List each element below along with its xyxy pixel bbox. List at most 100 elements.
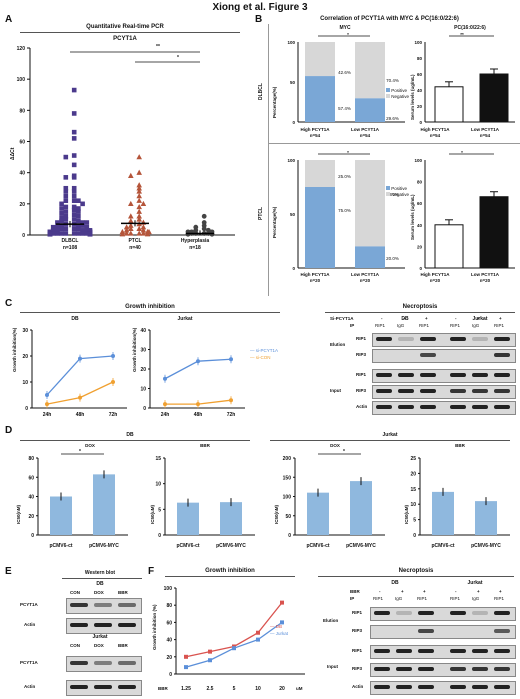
data-point xyxy=(119,231,126,237)
x-tick-label: pCMV6-MYC xyxy=(89,543,119,549)
blot-band xyxy=(94,661,112,665)
data-point xyxy=(55,220,60,225)
x-tick-label: pCMV6-MYC xyxy=(216,543,246,549)
panel-b-divider-left xyxy=(268,24,270,296)
f-ip-igg-b: IgG xyxy=(472,596,480,601)
blot-band xyxy=(94,603,112,607)
data-point xyxy=(76,198,81,204)
c-ip-igg-b: IgG xyxy=(472,323,480,328)
bar-positive xyxy=(305,76,335,122)
blot-band xyxy=(376,373,392,377)
f-ip-rip1-d: RIP1 xyxy=(494,596,505,601)
data-point xyxy=(71,87,77,93)
x-tick-label: pCMV6-ct xyxy=(176,543,199,549)
data-point xyxy=(71,175,77,180)
data-point xyxy=(208,658,212,663)
blot-band xyxy=(450,685,466,689)
data-point xyxy=(128,200,134,207)
y-tick-label: 10 xyxy=(140,387,146,393)
y-tick-label: 60 xyxy=(417,201,423,206)
f-necro-title: Necroptosis xyxy=(398,568,434,574)
data-point xyxy=(123,227,130,233)
f-necro-db: DB xyxy=(391,580,399,586)
blot-band xyxy=(374,649,390,653)
dl-high-pos-label: 57.4% xyxy=(338,106,351,111)
e-title-rule xyxy=(62,578,142,579)
data-point xyxy=(76,223,81,228)
sign-marker: + xyxy=(499,316,502,321)
f-legend-jurkat: — Jurkat xyxy=(270,631,289,636)
data-point xyxy=(76,206,81,211)
data-point xyxy=(78,356,82,361)
blot-band xyxy=(420,373,436,377)
blot-band xyxy=(396,611,412,615)
x-tick-label: 1.25 xyxy=(181,686,191,692)
y-tick-label: 40 xyxy=(19,171,25,177)
data-point xyxy=(128,213,134,219)
data-point xyxy=(280,600,284,605)
d-star-2: * xyxy=(343,449,345,455)
data-point xyxy=(87,231,93,237)
data-point xyxy=(71,198,77,204)
panel-label-d: D xyxy=(5,425,13,436)
blot-band xyxy=(494,389,510,393)
data-point xyxy=(71,129,77,135)
pt-high-pos-label: 75.0% xyxy=(338,208,351,213)
f-input-label: Input xyxy=(327,664,338,669)
y-tick-label: 0 xyxy=(292,266,295,271)
data-point xyxy=(136,193,142,199)
y-tick-label: 30 xyxy=(140,348,146,354)
data-point xyxy=(71,204,77,210)
data-point xyxy=(71,185,77,191)
dl-low-neg-label: 70.4% xyxy=(386,78,399,83)
figure-title: Xiong et al. Figure 3 xyxy=(212,2,308,13)
blot-strip xyxy=(372,401,516,415)
blot-strip xyxy=(370,607,516,621)
bar-negative xyxy=(305,160,335,187)
bar-positive xyxy=(355,98,385,122)
x-tick-label: 20 xyxy=(279,686,285,692)
x-tick-label: 48h xyxy=(194,412,203,418)
data-point xyxy=(71,189,77,194)
y-tick-label: 100 xyxy=(164,586,173,592)
panel-c-line-charts: 0 10 20 30 24h 48h 72h 0 10 20 30 40 24h 48h 72h xyxy=(22,328,245,418)
bar xyxy=(475,501,497,535)
panel-b-col1: MYC xyxy=(339,25,351,31)
bar xyxy=(50,496,72,535)
b-low-label-3: Low PCYT1A xyxy=(350,272,379,277)
blot-band xyxy=(376,337,392,341)
c-legend-1: — si-PCYT1A xyxy=(250,348,279,353)
bar xyxy=(350,481,372,535)
bar-negative xyxy=(355,42,385,99)
blot-band xyxy=(418,685,434,689)
c-ip-rip1-a: RIP1 xyxy=(375,323,386,328)
x-tick-label: pCMV6-ct xyxy=(306,543,329,549)
y-tick-label: 80 xyxy=(417,56,423,61)
blot-band xyxy=(418,629,434,633)
data-point xyxy=(136,208,142,214)
c-ip-rip1-b: RIP1 xyxy=(419,323,430,328)
data-point xyxy=(59,231,64,236)
data-point xyxy=(163,376,167,381)
b-low-label-1: Low PCYT1A xyxy=(350,127,379,132)
b-n-label-2: n=54 xyxy=(359,133,371,138)
data-point xyxy=(76,231,81,236)
data-point xyxy=(71,111,77,116)
y-tick-label: 0 xyxy=(292,120,295,125)
y-tick-label: 60 xyxy=(166,620,172,626)
data-point xyxy=(128,230,134,236)
data-point xyxy=(136,203,142,210)
blot-band xyxy=(420,353,436,357)
e-actin-label-1: Actin xyxy=(24,622,36,627)
f-actin-row: Actin xyxy=(352,684,364,689)
panel-b-col2: PC(16:0/22:6) xyxy=(454,25,486,31)
bar xyxy=(434,224,464,269)
y-tick-label: 100 xyxy=(17,77,26,83)
data-point xyxy=(140,227,147,233)
blot-band xyxy=(494,373,510,377)
data-point xyxy=(123,230,130,236)
data-point xyxy=(71,162,77,168)
data-point xyxy=(128,172,134,178)
blot-band xyxy=(418,649,434,653)
group-label-dlbcl: DLBCL xyxy=(61,238,79,244)
